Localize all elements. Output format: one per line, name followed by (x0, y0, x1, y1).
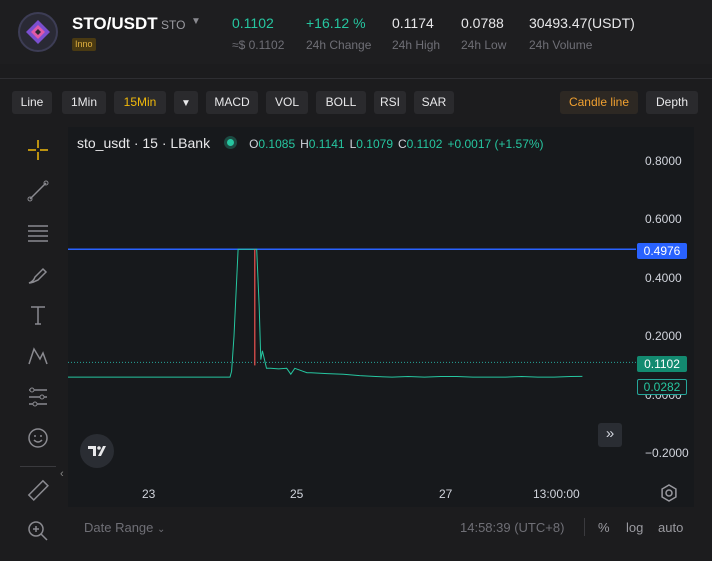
chart-legend: sto_usdt · 15 · LBank O0.1085 H0.1141 L0.10… (77, 135, 549, 151)
market-header: STO/USDT STO ▼ Inno 0.1102 ≈$ 0.1102 +16… (0, 0, 712, 64)
time-tick: 13:00:00 (533, 487, 580, 501)
ruler-icon[interactable] (26, 478, 50, 502)
close-value: 0.1102 (406, 137, 443, 151)
chevron-down-icon: ⌄ (157, 524, 166, 535)
change-value: +0.0017 (+1.57%) (447, 137, 544, 151)
percent-scale-toggle[interactable]: % (598, 520, 610, 535)
pair-base[interactable]: STO (161, 18, 186, 32)
low-value: 0.0788 (461, 15, 504, 31)
chart-toolbar: Line 1Min 15Min ▼ MACD VOL BOLL RSI SAR … (0, 86, 712, 118)
pair-dropdown-icon[interactable]: ▼ (191, 16, 201, 27)
chart-pane[interactable] (68, 127, 636, 479)
high-value: 0.1174 (392, 15, 434, 31)
sar-button[interactable]: SAR (414, 91, 454, 114)
low-value: 0.1079 (356, 137, 393, 151)
time-tick: 23 (142, 487, 156, 501)
last-price-tag: 0.1102 (637, 356, 687, 372)
tradingview-logo-icon[interactable] (80, 434, 114, 468)
boll-button[interactable]: BOLL (316, 91, 366, 114)
price-tick: 0.6000 (645, 212, 682, 226)
inno-badge: Inno (72, 38, 96, 51)
chart-bottom-bar: Date Range ⌄ 14:58:39 (UTC+8) % log auto (0, 510, 712, 550)
clock-display[interactable]: 14:58:39 (UTC+8) (460, 520, 565, 535)
pattern-icon[interactable] (26, 344, 50, 368)
brush-icon[interactable] (26, 263, 50, 287)
legend-title: sto_usdt · 15 · LBank (77, 135, 211, 151)
change-label: 24h Change (306, 38, 372, 52)
macd-button[interactable]: MACD (206, 91, 258, 114)
text-tool-icon[interactable] (26, 303, 50, 327)
trend-line-icon[interactable] (26, 179, 50, 203)
pair-name[interactable]: STO/USDT (72, 14, 158, 33)
depth-button[interactable]: Depth (646, 91, 698, 114)
line-button[interactable]: Line (12, 91, 52, 114)
low-label: 24h Low (461, 38, 507, 52)
interval-15min-button[interactable]: 15Min (114, 91, 166, 114)
crosshair-icon[interactable] (26, 138, 50, 162)
date-range-dropdown[interactable]: Date Range ⌄ (84, 520, 165, 535)
zoom-in-icon[interactable] (26, 519, 50, 543)
rsi-button[interactable]: RSI (374, 91, 406, 114)
time-axis[interactable] (68, 479, 694, 507)
drawing-toolbar (18, 130, 60, 550)
candle-line-button[interactable]: Candle line (560, 91, 638, 114)
price-series-line (68, 248, 583, 378)
last-price-usd: ≈$ 0.1102 (232, 38, 285, 52)
interval-dropdown-button[interactable]: ▼ (174, 91, 198, 114)
auto-scale-toggle[interactable]: auto (658, 520, 684, 535)
last-price: 0.1102 (232, 15, 274, 31)
vol-button[interactable]: VOL (266, 91, 308, 114)
high-label: 24h High (392, 38, 441, 52)
settings-gear-icon[interactable] (660, 484, 678, 502)
horizontal-line-price-tag: 0.4976 (637, 243, 687, 259)
time-tick: 25 (290, 487, 304, 501)
open-label: O (249, 137, 259, 151)
volume-label: 24h Volume (529, 38, 593, 52)
measure-icon[interactable] (26, 385, 50, 409)
double-chevron-right-icon: » (605, 425, 615, 442)
live-indicator-icon (224, 136, 238, 150)
collapse-toolbar-icon[interactable]: ‹ (60, 468, 64, 480)
interval-1min-button[interactable]: 1Min (62, 91, 106, 114)
horizontal-lines-icon[interactable] (26, 221, 50, 245)
date-range-label: Date Range (84, 520, 154, 535)
bottom-divider (584, 518, 585, 536)
change-value: +16.12 % (306, 15, 366, 31)
price-tick: 0.8000 (645, 154, 682, 168)
low-label: L (349, 137, 357, 151)
scroll-to-realtime-button[interactable]: » (598, 423, 622, 447)
price-tick: −0.2000 (645, 446, 689, 460)
caret-down-icon: ▼ (181, 98, 191, 109)
time-tick: 27 (439, 487, 453, 501)
price-tick: 0.2000 (645, 329, 682, 343)
log-scale-toggle[interactable]: log (626, 520, 644, 535)
price-tick: 0.4000 (645, 271, 682, 285)
open-value: 0.1085 (258, 137, 296, 151)
tools-divider (20, 466, 56, 467)
volume-value: 30493.47(USDT) (529, 15, 635, 31)
price-chart (68, 248, 636, 378)
high-value: 0.1141 (308, 137, 345, 151)
price-axis[interactable] (636, 127, 694, 479)
secondary-price-tag: 0.0282 (637, 379, 687, 395)
header-divider (0, 78, 712, 79)
close-label: C (398, 137, 407, 151)
high-label: H (300, 137, 309, 151)
emoji-icon[interactable] (26, 426, 50, 450)
token-logo (18, 12, 58, 52)
